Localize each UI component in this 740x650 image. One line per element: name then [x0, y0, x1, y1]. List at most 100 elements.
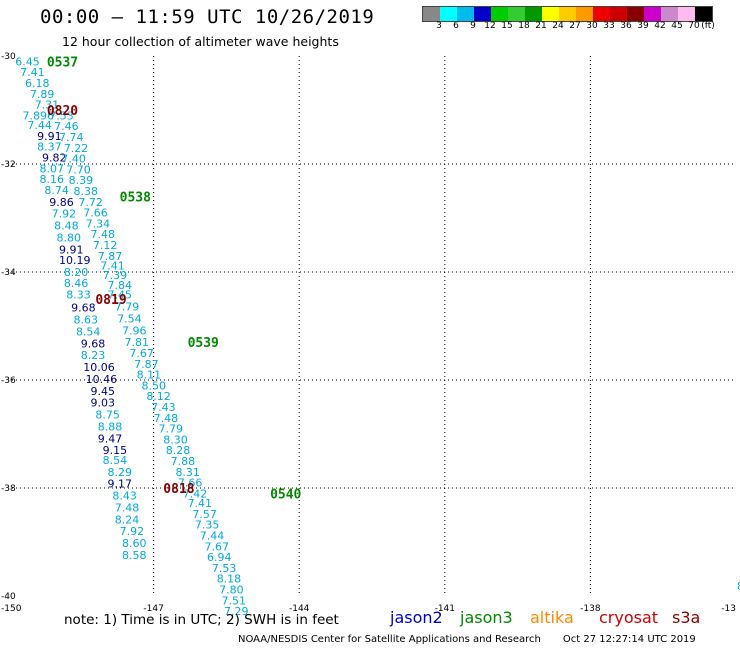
- legend-cryosat: cryosat: [599, 608, 659, 627]
- colorbar-label: 27: [569, 21, 581, 31]
- wave-height-value: 7.87: [134, 358, 159, 371]
- colorbar-label: 21: [535, 21, 547, 31]
- lon-tick-label: -144: [289, 604, 310, 614]
- wave-height-value: 8.18: [217, 573, 242, 586]
- lat-tick-label: -34: [1, 268, 16, 278]
- wave-height-value: 7.81: [124, 336, 149, 349]
- wave-height-value: 9.17: [107, 478, 132, 491]
- wave-height-value: 7.74: [59, 131, 84, 144]
- wave-height-value: 10.06: [83, 361, 115, 374]
- wave-height-value: 8.75: [95, 409, 120, 422]
- map-title: 00:00 – 11:59 UTC 10/26/2019: [40, 6, 375, 28]
- colorbar-label: 45: [671, 21, 683, 31]
- wave-height-value: 7.31: [35, 99, 60, 112]
- credit-line: NOAA/NESDIS Center for Satellite Applica…: [238, 634, 696, 645]
- colorbar-unit: (ft): [701, 21, 715, 31]
- wave-height-value: 7.43: [151, 401, 176, 414]
- colorbar-swatch: [678, 7, 695, 21]
- wave-height-value: 7.84: [107, 279, 132, 292]
- wave-height-value: 7.79: [115, 301, 140, 314]
- wave-height-value: 7.29: [224, 605, 249, 618]
- wave-height-value: 7.41: [100, 260, 125, 273]
- colorbar-swatch: [644, 7, 661, 21]
- wave-height-value: 9.82: [42, 152, 66, 165]
- wave-height-value: 7.92: [120, 525, 145, 538]
- wave-height-value: 7.12: [93, 239, 118, 252]
- credit-text: NOAA/NESDIS Center for Satellite Applica…: [238, 634, 541, 645]
- wave-height-value: 8.24: [115, 513, 140, 526]
- colorbar-swatch: [695, 7, 712, 21]
- wave-height-value: 9.15: [103, 444, 128, 457]
- colorbar-swatch: [440, 7, 457, 21]
- wave-height-value: 7.41: [20, 66, 44, 79]
- wave-height-value: 7.48: [91, 228, 116, 241]
- colorbar-label: 36: [620, 21, 632, 31]
- lat-tick-label: -32: [1, 160, 16, 170]
- wave-height-value: 9.68: [71, 302, 96, 315]
- wave-height-value: 7.80: [219, 584, 244, 597]
- wave-height-value: 7.53: [212, 562, 237, 575]
- wave-height-value: 8.43: [112, 490, 137, 503]
- wave-height-value: 7.22: [64, 142, 89, 155]
- legend-jason3: jason3: [460, 608, 513, 627]
- wave-height-value: 7.67: [205, 540, 230, 553]
- wave-height-value: 9.03: [91, 397, 116, 410]
- wave-height-value: 8.33: [66, 289, 91, 302]
- wave-height-value: 9.91: [59, 243, 84, 256]
- timestamp-text: Oct 27 12:27:14 UTC 2019: [562, 634, 696, 645]
- colorbar-swatch: [627, 7, 644, 21]
- lon-tick-label: -138: [580, 604, 601, 614]
- wave-height-value: 7.66: [83, 207, 108, 220]
- wave-height-value: 8.11: [137, 369, 162, 382]
- wave-height-value: 10.46: [86, 373, 118, 386]
- pass-time-label: 0818: [163, 482, 194, 497]
- wave-height-value: 7.48: [115, 501, 140, 514]
- colorbar-label: 9: [470, 21, 476, 31]
- colorbar-swatch: [525, 7, 542, 21]
- wave-height-value: 7.57: [192, 508, 217, 521]
- pass-time-label: 0820: [47, 104, 78, 119]
- legend-jason2: jason2: [390, 608, 443, 627]
- wave-height-value: 9.86: [49, 196, 74, 209]
- colorbar-label: 12: [484, 21, 496, 31]
- wave-height-value: 8.48: [54, 220, 79, 233]
- colorbar-label: 18: [518, 21, 530, 31]
- wave-height-value: 8.46: [64, 277, 89, 290]
- colorbar-swatch: [542, 7, 559, 21]
- colorbar-swatch: [610, 7, 627, 21]
- wave-height-value: 7.41: [188, 497, 213, 510]
- wave-height-value: 8.29: [107, 466, 132, 479]
- wave-height-value: 7.72: [78, 196, 103, 209]
- wave-height-value: 8.80: [57, 231, 82, 244]
- lon-tick-label: -147: [143, 604, 163, 614]
- wave-height-value: 8.20: [64, 266, 89, 279]
- lat-tick-label: -38: [1, 484, 16, 494]
- lat-tick-label: -30: [1, 52, 16, 62]
- wave-height-value: 7.53: [49, 109, 74, 122]
- wave-height-value: 7.67: [129, 347, 154, 360]
- wave-height-value: 7.66: [178, 477, 203, 490]
- wave-height-value: 9.68: [81, 337, 106, 350]
- colorbar-swatch: [661, 7, 678, 21]
- pass-time-label: 0819: [95, 293, 126, 308]
- colorbar-label: 42: [654, 21, 666, 31]
- wave-height-value: 8.30: [163, 433, 188, 446]
- wave-height-value: 8.37: [37, 141, 62, 154]
- wave-height-value: 10.19: [59, 254, 91, 267]
- pass-time-label: 0537: [47, 55, 78, 70]
- wave-height-value: 7.48: [154, 412, 179, 425]
- wave-height-value: 6.18: [25, 77, 49, 90]
- wave-height-value: 6.45: [15, 55, 40, 68]
- colorbar-swatch: [508, 7, 525, 21]
- colorbar-swatch: [576, 7, 593, 21]
- colorbar-label: 3: [436, 21, 442, 31]
- wave-height-value: 9.47: [98, 432, 123, 445]
- wave-height-value: 9.91: [37, 130, 62, 143]
- lat-tick-label: -36: [1, 376, 16, 386]
- lon-tick-label: -150: [1, 604, 22, 614]
- wave-height-value: 8.54: [76, 325, 101, 338]
- wave-height-value: 7.89: [30, 88, 55, 101]
- colorbar-swatch: [593, 7, 610, 21]
- lat-tick-label: -40: [1, 592, 16, 602]
- pass-time-label: 0540: [270, 487, 301, 502]
